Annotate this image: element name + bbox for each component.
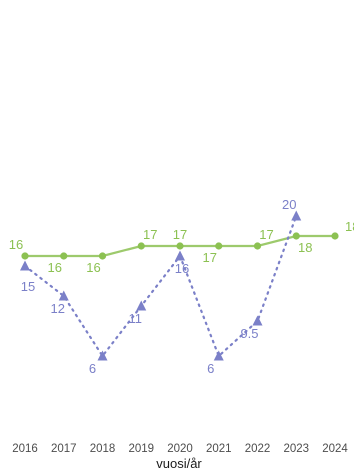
series-1-point bbox=[215, 242, 223, 250]
x-axis-ticks: 2016 2017 2018 2019 2020 2021 2022 2023 2024 bbox=[12, 443, 348, 455]
series-2-point bbox=[136, 300, 147, 311]
series-layer bbox=[20, 210, 339, 361]
series-1-point bbox=[98, 252, 107, 260]
x-tick-label: 2023 bbox=[283, 443, 309, 455]
series-2-point bbox=[20, 260, 30, 271]
series-1-data-label: 16 bbox=[86, 260, 100, 275]
series-2-point bbox=[175, 250, 185, 261]
series-1-data-label: 18 bbox=[345, 219, 354, 234]
series-2-point bbox=[213, 350, 224, 361]
series-1-data-label: 16 bbox=[48, 260, 62, 275]
series-1-point bbox=[331, 232, 339, 240]
series-2-data-label: 20 bbox=[282, 197, 296, 212]
series-1-data-label: 17 bbox=[143, 227, 157, 242]
series-2-line bbox=[23, 214, 298, 358]
series-2-data-label: 9.5 bbox=[240, 326, 258, 341]
series-2-data-label: 11 bbox=[129, 311, 143, 326]
x-tick-label: 2022 bbox=[245, 443, 271, 455]
series-1-point bbox=[253, 242, 262, 250]
x-tick-label: 2019 bbox=[128, 443, 154, 455]
series-2-data-label: 6 bbox=[89, 361, 96, 376]
x-tick-label: 2021 bbox=[206, 443, 232, 455]
series-1-point bbox=[60, 252, 68, 260]
data-label-layer: 16 16 16 17 17 17 17 18 18 15 12 6 11 16 6 9.5 20 bbox=[9, 197, 354, 376]
series-1-point bbox=[176, 242, 184, 250]
series-1-point bbox=[137, 242, 145, 250]
series-2-point bbox=[291, 210, 302, 221]
x-tick-label: 2018 bbox=[90, 443, 116, 455]
x-tick-label: 2024 bbox=[322, 443, 348, 455]
series-2-data-label: 16 bbox=[175, 261, 189, 276]
series-1-data-label: 17 bbox=[173, 227, 187, 242]
series-1-point bbox=[21, 252, 29, 260]
series-2-point bbox=[252, 315, 263, 326]
x-axis-title: vuosi/år bbox=[156, 456, 202, 471]
series-2-data-label: 6 bbox=[207, 361, 214, 376]
series-2-data-label: 12 bbox=[51, 301, 65, 316]
series-2-point bbox=[97, 350, 108, 361]
series-1-data-label: 16 bbox=[9, 237, 23, 252]
x-tick-label: 2016 bbox=[12, 443, 38, 455]
series-2-point bbox=[58, 290, 69, 301]
series-1-data-label: 17 bbox=[203, 250, 217, 265]
series-1-data-label: 18 bbox=[298, 240, 312, 255]
x-tick-label: 2020 bbox=[167, 443, 193, 455]
series-1-point bbox=[292, 232, 300, 240]
series-1-data-label: 17 bbox=[259, 227, 273, 242]
x-tick-label: 2017 bbox=[51, 443, 77, 455]
series-2-data-label: 15 bbox=[21, 279, 35, 294]
